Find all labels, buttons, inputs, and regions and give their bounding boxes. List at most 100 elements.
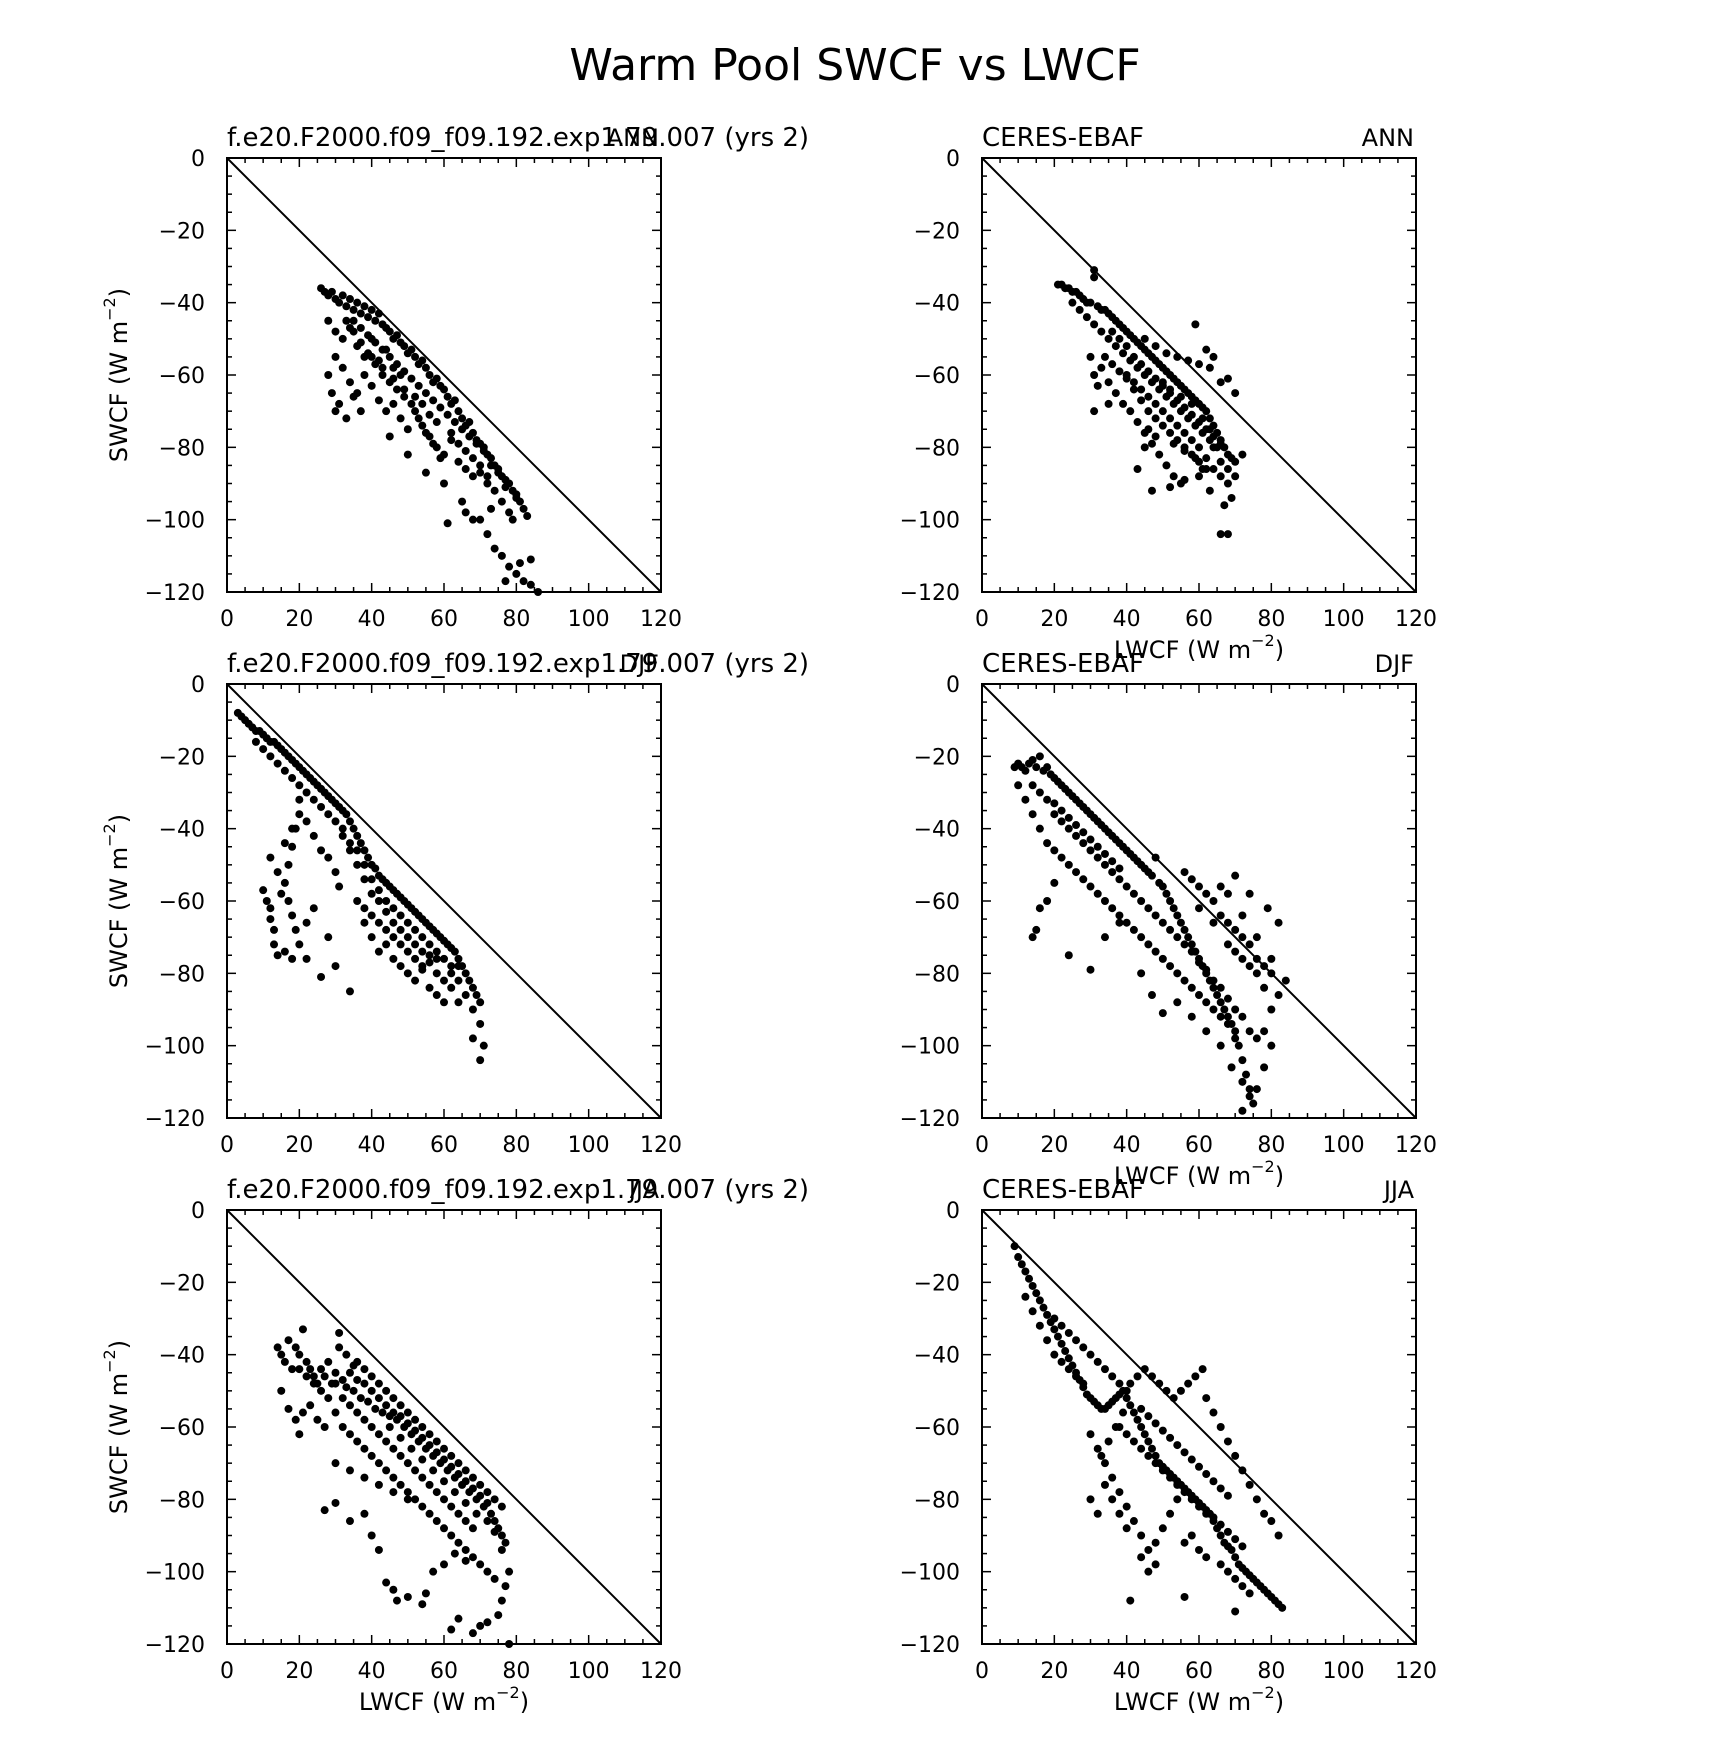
data-point	[1187, 1455, 1196, 1464]
data-point	[1158, 1009, 1167, 1018]
data-point	[1223, 1527, 1232, 1536]
data-point	[418, 1473, 427, 1482]
y-tick-label: −100	[900, 509, 960, 534]
data-point	[331, 1408, 340, 1417]
data-point	[476, 468, 485, 477]
data-point	[1144, 904, 1153, 913]
data-point	[403, 1459, 412, 1468]
y-tick-label: −100	[900, 1035, 960, 1060]
data-point	[418, 421, 427, 430]
data-point	[1093, 1357, 1102, 1366]
data-point	[1093, 853, 1102, 862]
data-point	[1242, 1070, 1251, 1079]
data-point	[1129, 1408, 1138, 1417]
y-axis-label-exponent: −2	[100, 823, 119, 847]
data-point	[349, 316, 358, 325]
y-tick-label: −40	[914, 292, 960, 317]
data-point	[1202, 1470, 1211, 1479]
data-point	[403, 1488, 412, 1497]
data-point	[1155, 1379, 1164, 1388]
data-point	[1137, 897, 1146, 905]
x-axis-label-exponent: −2	[1251, 1683, 1275, 1702]
data-point	[1223, 994, 1232, 1003]
data-point	[1202, 425, 1211, 434]
data-point	[331, 327, 340, 336]
data-point	[432, 991, 441, 1000]
y-tick-label: −80	[914, 1488, 960, 1513]
data-point	[403, 947, 412, 956]
data-point	[1068, 298, 1077, 307]
data-point	[1014, 781, 1023, 790]
data-point	[1195, 360, 1203, 369]
data-point	[1238, 1466, 1247, 1475]
data-point	[461, 508, 470, 517]
data-point	[389, 918, 398, 927]
data-point	[1216, 998, 1225, 1007]
data-point	[331, 1368, 340, 1377]
data-point	[1043, 795, 1052, 804]
data-point	[1202, 889, 1211, 898]
data-point	[1158, 381, 1167, 390]
data-point	[418, 1600, 427, 1609]
data-point	[396, 925, 405, 934]
data-point	[251, 737, 260, 746]
data-point	[1147, 439, 1156, 448]
data-point	[288, 824, 297, 833]
data-point	[309, 795, 318, 804]
data-point	[418, 1433, 427, 1442]
data-point	[447, 1625, 456, 1634]
data-point	[411, 352, 420, 361]
data-point	[501, 1582, 510, 1591]
data-point	[1166, 897, 1175, 905]
data-point	[1187, 940, 1196, 949]
data-point	[1104, 334, 1113, 343]
data-point	[1238, 450, 1247, 459]
data-point	[1129, 385, 1138, 394]
data-point	[1263, 904, 1272, 913]
data-point	[425, 1441, 434, 1450]
data-point	[353, 298, 362, 307]
data-point	[298, 1408, 307, 1417]
y-axis-label-text: SWCF (W m	[105, 321, 133, 462]
data-point	[309, 904, 318, 913]
data-point	[396, 1451, 405, 1460]
data-point	[1097, 1451, 1106, 1460]
data-point	[418, 1502, 427, 1511]
data-point	[468, 454, 477, 463]
x-tick-label: 120	[1395, 1659, 1437, 1684]
data-point	[1039, 1303, 1048, 1312]
data-point	[497, 551, 506, 560]
data-point	[1072, 831, 1081, 840]
data-point	[432, 1488, 441, 1497]
panels: f.e20.F2000.f09_f09.192.exp1.79.007 (yrs…	[100, 123, 1437, 1716]
data-point	[374, 1430, 383, 1439]
data-point	[1115, 911, 1124, 920]
data-point	[1209, 352, 1218, 361]
data-point	[497, 497, 506, 506]
data-point	[1187, 875, 1196, 884]
data-point	[1209, 1005, 1218, 1014]
data-point	[302, 954, 311, 963]
data-point	[501, 1538, 510, 1547]
data-point	[1195, 1545, 1203, 1554]
data-point	[1166, 428, 1175, 437]
data-point	[1238, 933, 1247, 942]
data-point	[389, 1585, 398, 1594]
data-point	[342, 1383, 351, 1392]
data-point	[1162, 1386, 1171, 1395]
data-point	[385, 352, 394, 361]
data-point	[1050, 810, 1059, 819]
data-point	[1231, 457, 1240, 466]
data-point	[468, 1473, 477, 1482]
data-point	[378, 345, 387, 354]
data-point	[1119, 399, 1128, 408]
data-point	[1064, 860, 1073, 869]
data-point	[476, 1480, 485, 1489]
data-point	[1064, 1365, 1073, 1374]
scatter-points	[317, 284, 543, 596]
scatter-points	[1010, 1242, 1287, 1616]
data-point	[335, 1328, 344, 1337]
x-tick-label: 100	[1323, 607, 1365, 632]
data-point	[1035, 1321, 1044, 1330]
data-point	[367, 889, 376, 898]
